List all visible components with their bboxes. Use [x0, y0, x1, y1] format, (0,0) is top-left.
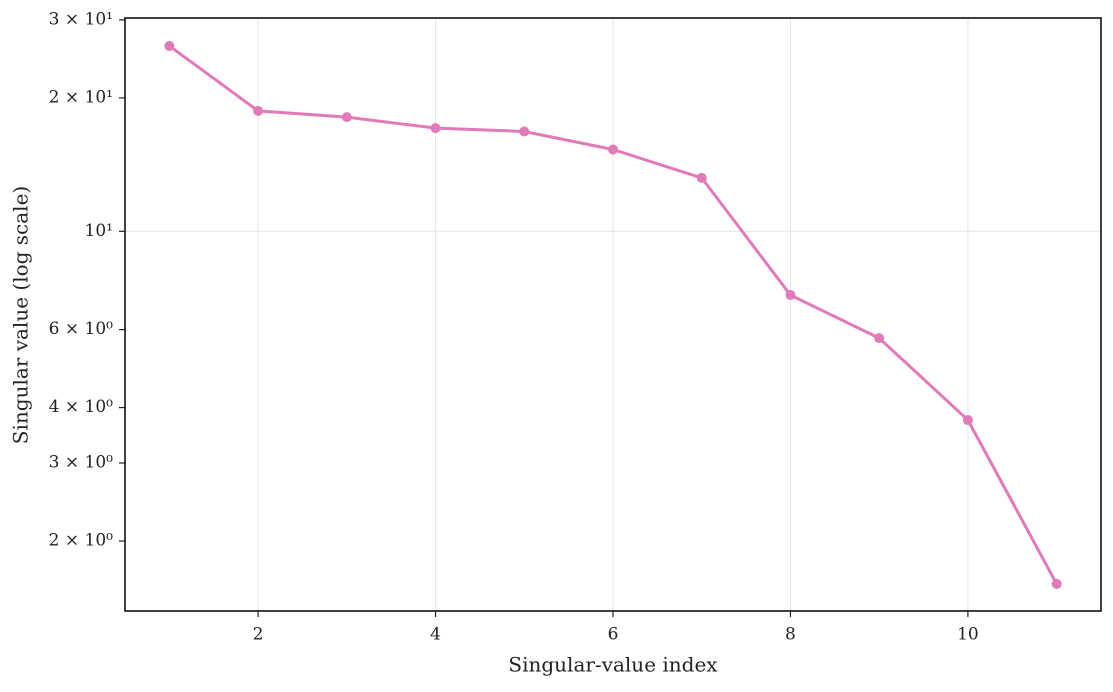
x-tick-label: 8: [785, 625, 796, 645]
y-tick-label: 3 × 10⁰: [49, 452, 113, 472]
plot-frame: [124, 17, 1102, 612]
y-tick-label: 3 × 10¹: [49, 9, 113, 29]
point: [164, 40, 175, 51]
point: [608, 144, 618, 155]
point: [341, 112, 352, 123]
point: [253, 105, 264, 116]
x-tick-label: 6: [608, 625, 619, 645]
point: [785, 290, 796, 301]
point: [430, 123, 441, 134]
y-tick-label: 10¹: [85, 221, 113, 241]
point: [519, 126, 530, 137]
x-tick-label: 2: [253, 625, 264, 645]
x-tick-label: 4: [430, 625, 441, 645]
x-tick-label: 10: [957, 625, 979, 645]
y-tick-label: 2 × 10¹: [49, 87, 113, 107]
point: [1051, 578, 1062, 589]
y-tick-label: 6 × 10⁰: [49, 319, 113, 339]
x-axis-label: Singular-value index: [508, 653, 718, 677]
y-tick-label: 2 × 10⁰: [49, 530, 113, 550]
y-axis-label: Singular value (log scale): [9, 186, 33, 444]
point: [962, 415, 973, 426]
y-tick-label: 4 × 10⁰: [49, 397, 113, 417]
point: [696, 172, 707, 183]
point: [874, 333, 885, 344]
